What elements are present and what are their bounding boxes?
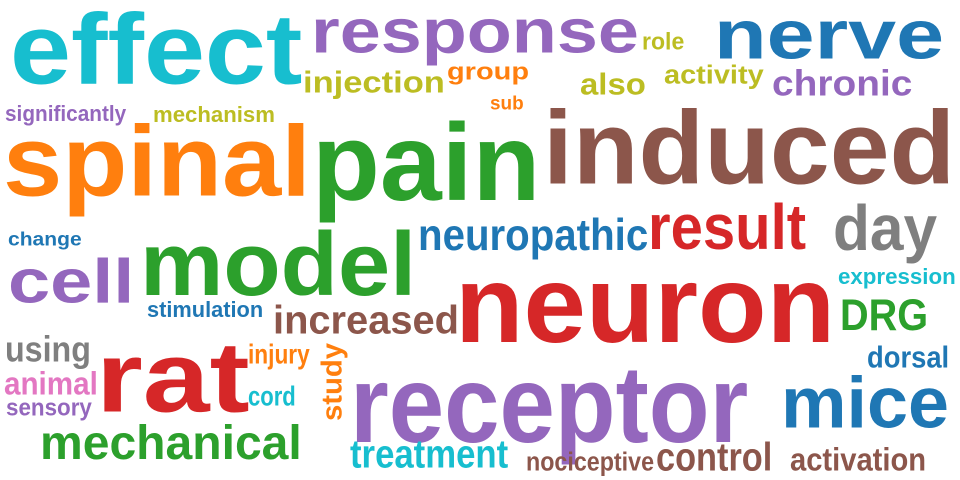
word-group: group (447, 57, 530, 85)
word-mice: mice (781, 362, 950, 443)
word-change: change (8, 228, 82, 250)
word-neuron: neuron (455, 242, 836, 366)
word-rat: rat (96, 321, 250, 434)
word-injection: injection (303, 65, 445, 100)
word-receptor: receptor (350, 342, 749, 466)
word-mechanism: mechanism (153, 102, 275, 127)
word-stimulation: stimulation (147, 297, 264, 322)
word-animal: animal (4, 365, 98, 402)
word-induced: induced (543, 89, 956, 207)
word-treatment: treatment (350, 431, 509, 477)
word-result: result (648, 192, 807, 264)
word-increased: increased (273, 297, 460, 343)
word-activation: activation (790, 441, 927, 478)
word-injury: injury (248, 338, 310, 370)
word-sensory: sensory (6, 393, 92, 421)
word-dorsal: dorsal (867, 340, 950, 375)
word-spinal: spinal (3, 105, 311, 218)
word-role: role (642, 27, 685, 55)
word-chronic: chronic (772, 62, 913, 104)
word-cell: cell (8, 246, 135, 316)
word-model: model (140, 214, 417, 315)
word-also: also (580, 67, 646, 102)
word-activity: activity (664, 60, 764, 90)
word-day: day (833, 193, 938, 265)
word-using: using (5, 328, 91, 370)
word-effect: effect (10, 0, 303, 106)
word-significantly: significantly (5, 101, 127, 126)
word-nociceptive: nociceptive (526, 447, 655, 477)
word-nerve: nerve (714, 0, 945, 74)
word-cord: cord (248, 380, 296, 412)
word-sub: sub (490, 92, 524, 114)
word-mechanical: mechanical (40, 415, 302, 471)
word-control: control (656, 434, 773, 480)
word-expression: expression (838, 264, 956, 289)
word-study: study (315, 342, 348, 421)
word-drg: DRG (840, 289, 929, 340)
word-neuropathic: neuropathic (418, 209, 649, 260)
word-pain: pain (312, 100, 541, 224)
word-response: response (311, 0, 639, 66)
